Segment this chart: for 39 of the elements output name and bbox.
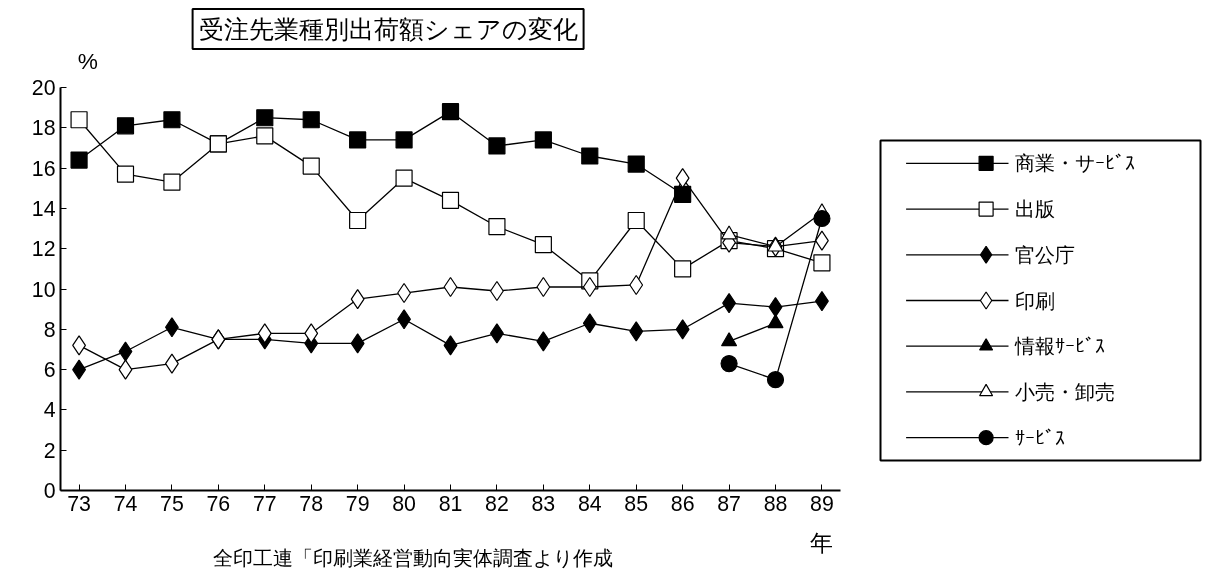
legend-label: ｻｰﾋﾞｽ (1014, 426, 1065, 449)
y-tick-label: 10 (31, 277, 56, 302)
y-tick-label: 0 (43, 479, 56, 503)
x-tick-label: 80 (392, 491, 417, 516)
legend-label: 小売・卸売 (1014, 380, 1115, 403)
x-tick-label: 89 (810, 491, 834, 516)
legend-label: 印刷 (1014, 289, 1055, 312)
y-tick-label: 8 (43, 317, 56, 342)
y-tick-label: 18 (31, 116, 56, 141)
x-tick-label: 82 (485, 491, 509, 516)
y-tick-label: 20 (31, 76, 56, 100)
y-tick-label: 6 (43, 358, 56, 383)
x-tick-label: 78 (299, 491, 324, 516)
y-tick-label: 2 (43, 438, 56, 463)
y-tick-label: 4 (43, 398, 56, 423)
y-tick-label: 16 (31, 156, 56, 181)
x-tick-label: 73 (67, 491, 91, 516)
y-tick-label: 14 (31, 196, 56, 221)
x-tick-label: 79 (345, 491, 370, 516)
x-axis-title: 年 (810, 530, 834, 556)
x-tick-label: 77 (252, 491, 277, 516)
legend-label: 情報ｻｰﾋﾞｽ (1013, 335, 1105, 358)
x-tick-label: 81 (438, 491, 463, 516)
x-tick-label: 88 (763, 491, 788, 516)
x-tick-label: 84 (577, 491, 602, 516)
x-tick-label: 76 (206, 491, 231, 516)
x-tick-label: 87 (717, 491, 741, 516)
x-tick-label: 83 (531, 491, 556, 516)
x-tick-label: 85 (624, 491, 649, 516)
x-tick-label: 86 (670, 491, 695, 516)
y-tick-label: 12 (31, 237, 56, 262)
x-tick-label: 74 (113, 491, 138, 516)
legend-label: 出版 (1014, 198, 1055, 221)
text: 全印工連「印刷業経営動向実体調査より作成 (213, 547, 614, 569)
legend-label: 官公庁 (1014, 243, 1075, 266)
y-axis-title: % (77, 47, 98, 74)
x-tick-label: 75 (160, 491, 184, 516)
chart-title: 受注先業種別出荷額シェアの変化 (198, 15, 578, 43)
legend-label: 商業・サｰﾋﾞｽ (1014, 152, 1135, 175)
